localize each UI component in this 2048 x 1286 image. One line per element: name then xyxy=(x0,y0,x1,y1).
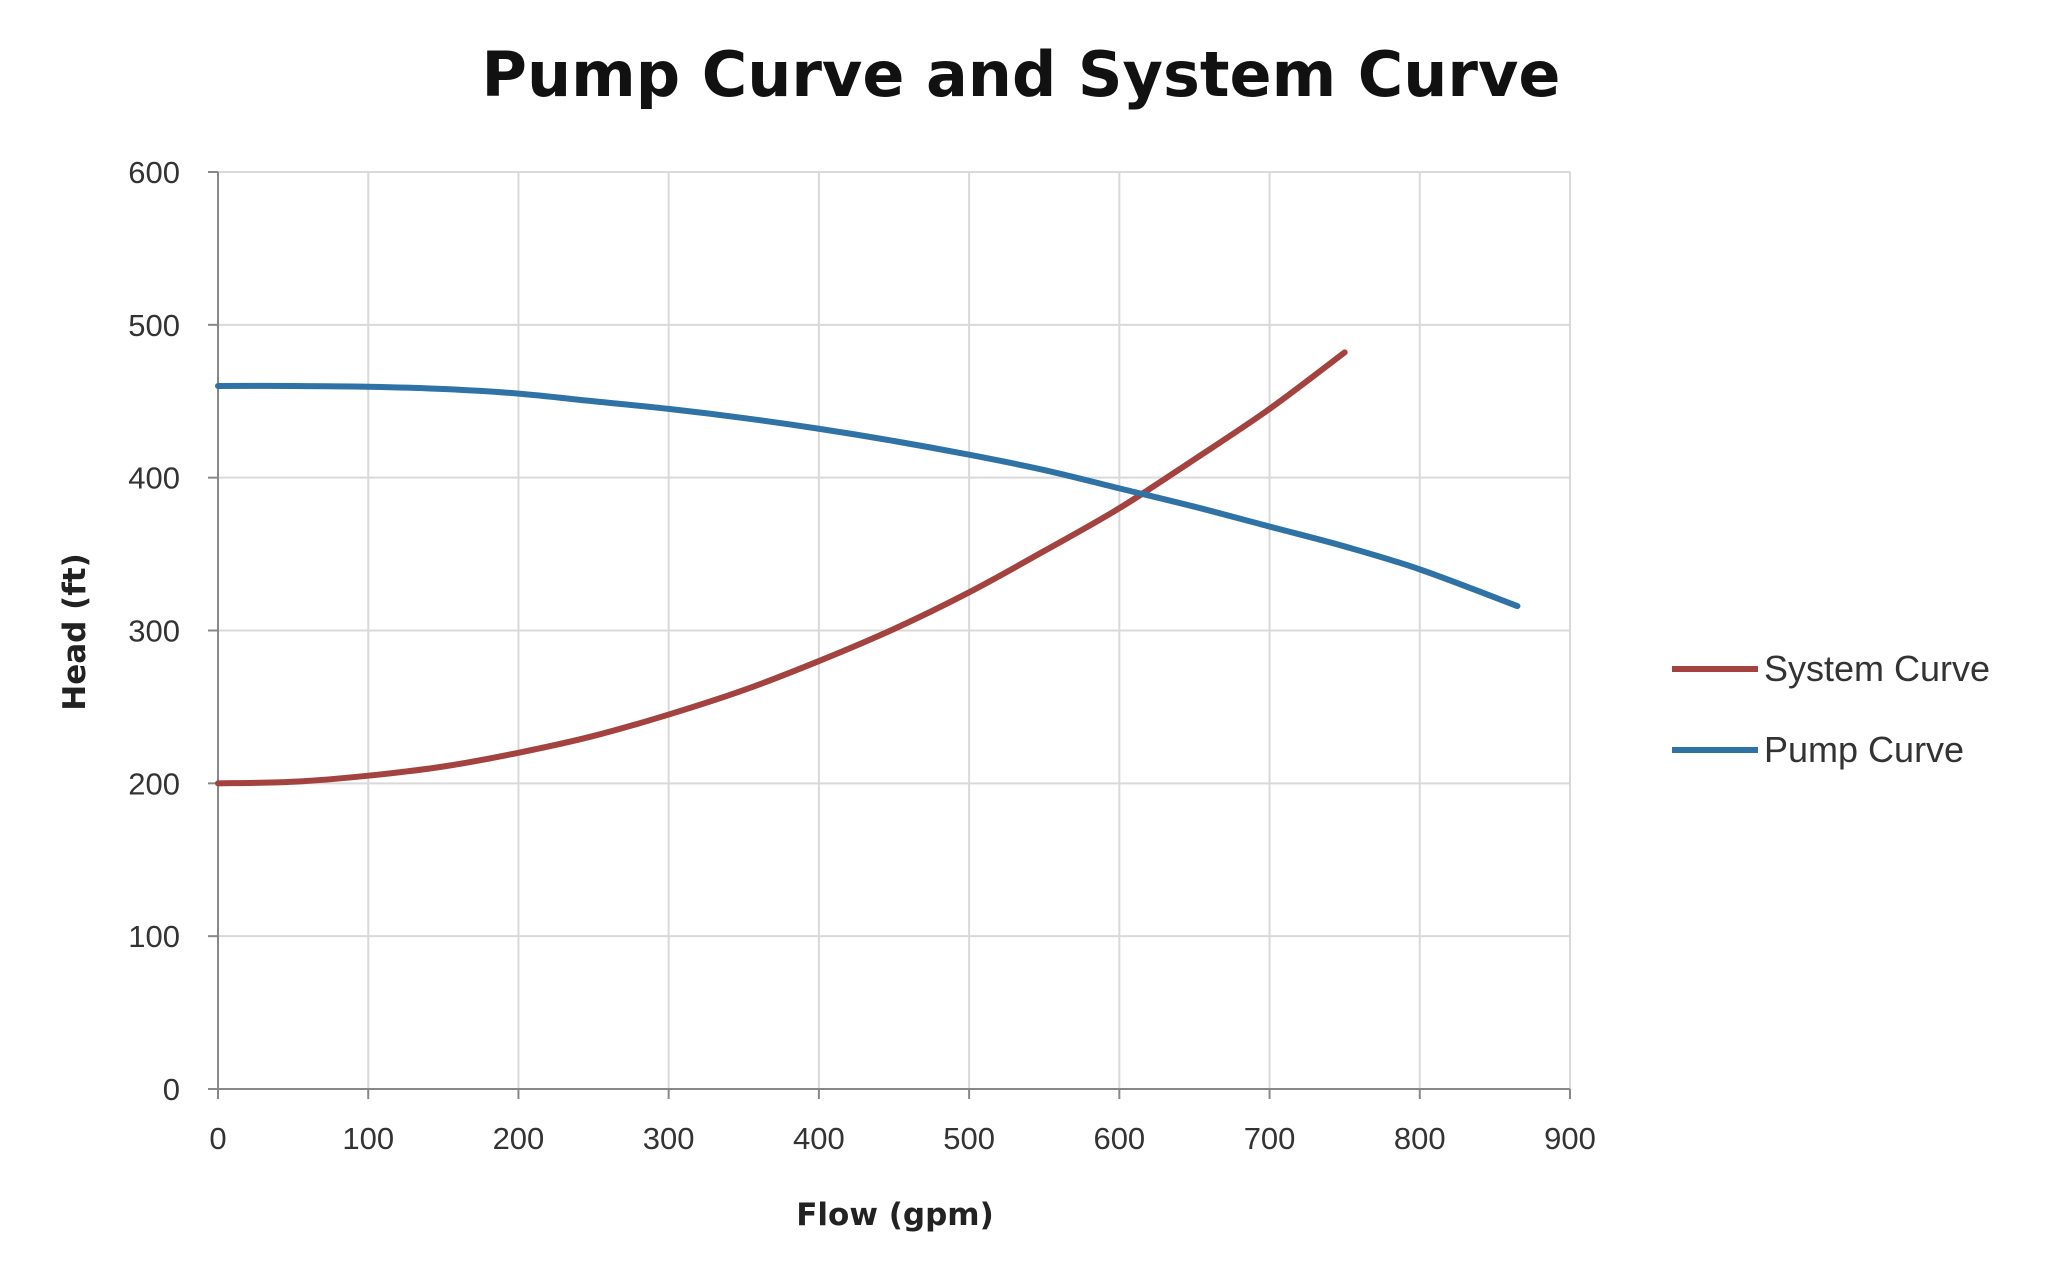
legend: System Curve Pump Curve xyxy=(1672,648,1990,770)
x-tick-label: 0 xyxy=(209,1121,226,1156)
series-lines xyxy=(215,349,1521,787)
legend-label-system-curve: System Curve xyxy=(1764,648,1990,689)
y-axis-label: Head (ft) xyxy=(57,553,93,711)
x-tick-label: 700 xyxy=(1244,1121,1296,1156)
y-tick-label: 400 xyxy=(128,461,180,496)
series-line-system-curve xyxy=(215,349,1348,787)
x-tick-label: 900 xyxy=(1544,1121,1596,1156)
y-tick-label: 300 xyxy=(128,614,180,649)
y-tick-label: 0 xyxy=(163,1072,180,1107)
legend-label-pump-curve: Pump Curve xyxy=(1764,729,1964,770)
x-tick-label: 200 xyxy=(493,1121,545,1156)
x-tick-label: 400 xyxy=(793,1121,845,1156)
axes: 0 100 200 300 400 500 600 700 800 900 0 100 200 300 40… xyxy=(128,155,1596,1156)
series-line-pump-curve xyxy=(215,382,1521,610)
x-tick-label: 800 xyxy=(1394,1121,1446,1156)
y-tick-label: 200 xyxy=(128,766,180,801)
x-tick-label: 100 xyxy=(342,1121,394,1156)
x-axis-label: Flow (gpm) xyxy=(796,1197,994,1233)
x-tick-label: 500 xyxy=(943,1121,995,1156)
y-tick-label: 600 xyxy=(128,155,180,190)
x-tick-label: 600 xyxy=(1093,1121,1145,1156)
chart-title: Pump Curve and System Curve xyxy=(482,38,1561,111)
gridlines xyxy=(218,171,1571,1089)
x-tick-label: 300 xyxy=(643,1121,695,1156)
y-tick-label: 100 xyxy=(128,919,180,954)
y-tick-label: 500 xyxy=(128,308,180,343)
